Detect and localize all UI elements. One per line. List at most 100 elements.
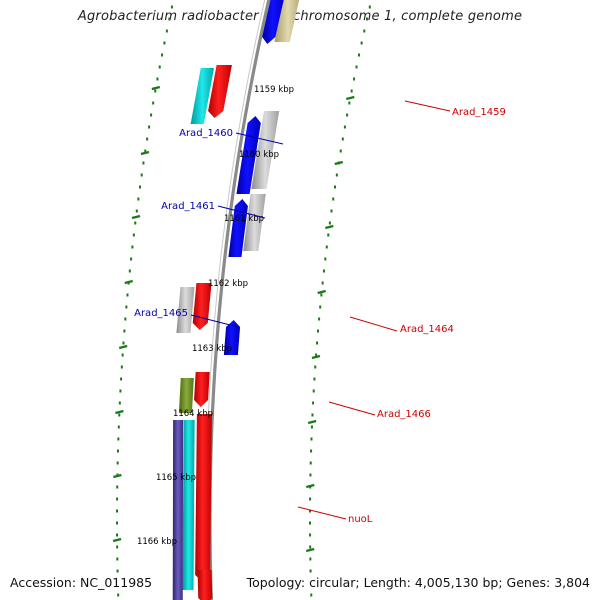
forward-ring-dot [309, 557, 312, 561]
reverse-ring-dot [134, 221, 137, 225]
reverse-ring-dot [150, 113, 153, 117]
forward-ring-dot [315, 353, 318, 357]
reverse-ring-dot [154, 89, 157, 93]
leader-line-arad-1465 [190, 314, 239, 328]
tick-label-1166: 1166 kbp [137, 537, 177, 547]
forward-ring-dot [309, 497, 312, 501]
reverse-ring-dot [120, 365, 123, 369]
forward-ring-dot [324, 257, 327, 261]
forward-ring-dot [311, 413, 314, 417]
gene-label-arad-1460: Arad_1460 [179, 128, 233, 139]
tick-mark-1159 [151, 85, 161, 91]
tick-mark-inner-1159 [346, 95, 355, 101]
forward-ring-dot [309, 461, 312, 465]
gene-label-nuol: nuoL [348, 514, 373, 525]
reverse-ring-dot [117, 593, 120, 597]
forward-ring-dot [320, 293, 323, 297]
forward-ring-dot [355, 65, 358, 69]
tick-mark-inner-1162 [317, 289, 326, 295]
reverse-ring-dot [116, 497, 119, 501]
reverse-ring-dot [117, 437, 120, 441]
reverse-ring-dot [163, 41, 166, 45]
reverse-ring-dot [158, 65, 161, 69]
reverse-ring-dot [116, 521, 118, 525]
tick-mark-1161 [131, 214, 141, 220]
reverse-ring-dot [124, 317, 127, 321]
forward-ring-dot [321, 281, 324, 285]
forward-ring-dot [317, 329, 320, 333]
forward-ring-dot [346, 113, 349, 117]
cds-gray-arad-1460a [251, 111, 280, 189]
reverse-ring-dot [170, 5, 173, 9]
reverse-ring-dot [135, 209, 138, 213]
gene-label-arad-1459: Arad_1459 [452, 107, 506, 118]
forward-ring-dot [334, 185, 336, 189]
reverse-ring-dot [116, 533, 119, 537]
forward-ring-dot [309, 473, 312, 477]
tick-label-1165: 1165 kbp [156, 473, 196, 483]
leader-line-nuol [297, 506, 347, 520]
reverse-ring-dot [118, 413, 121, 417]
cds-khaki-top [274, 0, 300, 42]
cds-red-arad-1458 [208, 65, 232, 118]
reverse-ring-dot [146, 137, 149, 141]
reverse-ring-dot [119, 389, 122, 393]
forward-ring-dot [309, 569, 312, 573]
tick-label-1164: 1164 kbp [173, 409, 213, 419]
reverse-ring-dot [142, 161, 145, 165]
forward-ring-dot [353, 77, 356, 81]
tick-label-1159: 1159 kbp [254, 85, 294, 95]
reverse-ring-dot [140, 173, 143, 177]
reverse-ring-dot [161, 53, 164, 57]
forward-ring-dot [348, 101, 351, 105]
leader-line-arad-1460 [235, 132, 284, 145]
cds-red-arad-1466a [194, 372, 210, 407]
gene-label-arad-1466: Arad_1466 [377, 409, 431, 420]
reverse-ring-dot [126, 293, 129, 297]
forward-ring-dot [318, 317, 321, 321]
forward-ring-dot [309, 521, 311, 525]
forward-ring-dot [310, 425, 313, 429]
forward-ring-dot [319, 305, 322, 309]
leader-line-arad-1466 [328, 401, 376, 416]
forward-ring-dot [332, 197, 335, 201]
forward-ring-dot [335, 173, 338, 177]
tick-mark-1166 [112, 537, 122, 543]
cds-gray-arad-1461a [243, 194, 266, 251]
genome-summary-text: Topology: circular; Length: 4,005,130 bp… [244, 575, 592, 590]
forward-ring-dot [313, 377, 316, 381]
reverse-ring-dot [116, 569, 119, 573]
tick-label-1160: 1160 kbp [239, 150, 279, 160]
accession-text: Accession: NC_011985 [8, 575, 155, 590]
reverse-ring-dot [120, 377, 123, 381]
tick-mark-inner-1161 [325, 224, 334, 230]
reverse-ring-dot [132, 233, 135, 237]
tick-mark-inner-1160 [334, 160, 344, 166]
tick-mark-inner-1163 [311, 354, 321, 360]
reverse-ring-dot [156, 77, 159, 81]
forward-ring-dot [325, 245, 328, 249]
forward-ring-dot [316, 341, 319, 345]
tick-mark-1160 [140, 150, 150, 156]
forward-ring-dot [310, 593, 313, 597]
map-title: Agrobacterium radiobacter K84 chromosome… [77, 9, 523, 24]
reverse-ring-dot [165, 29, 168, 33]
reverse-ring-dot [130, 257, 133, 261]
forward-ring-dot [327, 233, 330, 237]
forward-ring-dot [358, 53, 361, 57]
forward-ring-dot [314, 365, 317, 369]
reverse-ring-dot [116, 449, 119, 453]
forward-ring-dot [312, 389, 315, 393]
cds-red-nuol [195, 414, 212, 582]
outer-dotted-ring [116, 5, 371, 597]
cds-cyan-nuol [182, 420, 195, 590]
reverse-ring-dot [122, 341, 125, 345]
cds-features [172, 0, 300, 600]
forward-ring-dot [309, 509, 312, 513]
forward-ring-dot [360, 41, 363, 45]
reverse-ring-dot [116, 509, 119, 513]
forward-ring-dot [312, 401, 315, 405]
leader-line-arad-1464 [349, 316, 398, 332]
reverse-ring-dot [137, 197, 140, 201]
